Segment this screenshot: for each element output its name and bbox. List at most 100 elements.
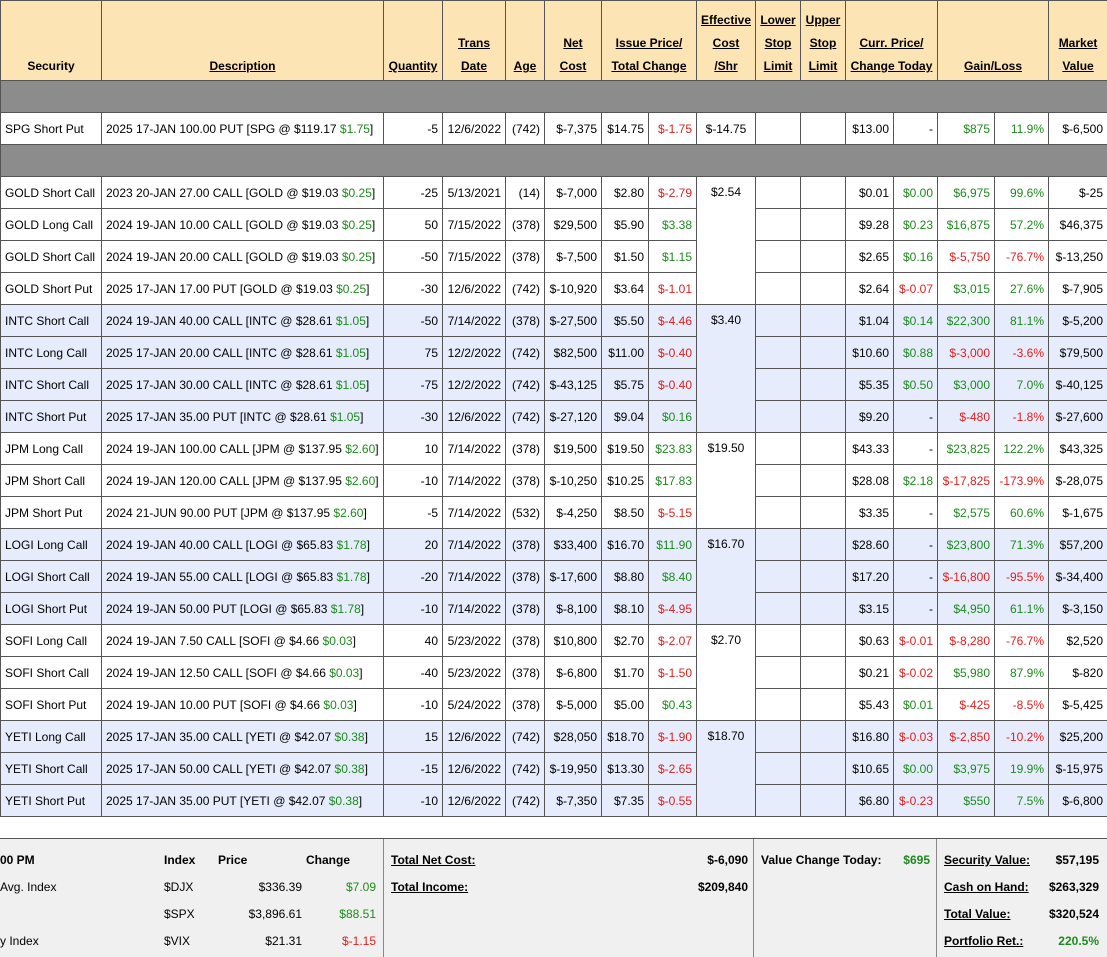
security-cell[interactable]: INTC Short Put [1,401,102,433]
security-cell[interactable]: YETI Short Put [1,785,102,817]
security-cell[interactable]: GOLD Short Put [1,273,102,305]
security-cell[interactable]: GOLD Long Call [1,209,102,241]
upper-stop-cell[interactable] [801,273,846,305]
security-cell[interactable]: SPG Short Put [1,113,102,145]
upper-stop-cell[interactable] [801,657,846,689]
security-cell[interactable]: SOFI Long Call [1,625,102,657]
lower-stop-cell[interactable] [756,433,801,465]
lower-stop-cell[interactable] [756,465,801,497]
upper-stop-cell[interactable] [801,337,846,369]
curr-price-cell: $43.33 [846,433,894,465]
age-cell: (378) [506,433,545,465]
security-cell[interactable]: LOGI Short Put [1,593,102,625]
date-cell: 12/2/2022 [443,337,506,369]
gain-loss-cell: $3,975 [938,753,995,785]
header-quantity[interactable]: Quantity [384,1,443,81]
net-cost-cell: $-27,120 [545,401,602,433]
lower-stop-cell[interactable] [756,177,801,209]
lower-stop-cell[interactable] [756,593,801,625]
change-today-cell: $2.18 [894,465,938,497]
header-age[interactable]: Age [506,1,545,81]
header-issue-price[interactable]: Issue Price/Total Change [602,1,697,81]
lower-stop-cell[interactable] [756,721,801,753]
age-cell: (532) [506,497,545,529]
gain-pct-cell: 7.0% [995,369,1049,401]
upper-stop-cell[interactable] [801,177,846,209]
upper-stop-cell[interactable] [801,369,846,401]
total-net-cost-label[interactable]: Total Net Cost: [391,853,475,867]
security-value-label[interactable]: Security Value: [944,853,1030,867]
upper-stop-cell[interactable] [801,465,846,497]
upper-stop-cell[interactable] [801,561,846,593]
lower-stop-cell[interactable] [756,785,801,817]
security-cell[interactable]: JPM Short Put [1,497,102,529]
security-cell[interactable]: GOLD Short Call [1,241,102,273]
lower-stop-cell[interactable] [756,497,801,529]
lower-stop-cell[interactable] [756,369,801,401]
upper-stop-cell[interactable] [801,753,846,785]
upper-stop-cell[interactable] [801,529,846,561]
security-cell[interactable]: INTC Short Call [1,369,102,401]
cash-on-hand-label[interactable]: Cash on Hand: [944,880,1029,894]
gain-loss-cell: $2,575 [938,497,995,529]
lower-stop-cell[interactable] [756,657,801,689]
upper-stop-cell[interactable] [801,689,846,721]
issue-price-cell: $18.70 [602,721,649,753]
gain-pct-cell: 61.1% [995,593,1049,625]
lower-stop-cell[interactable] [756,209,801,241]
header-curr-price[interactable]: Curr. Price/Change Today [846,1,938,81]
lower-stop-cell[interactable] [756,273,801,305]
lower-stop-cell[interactable] [756,401,801,433]
upper-stop-cell[interactable] [801,113,846,145]
lower-stop-cell[interactable] [756,561,801,593]
security-cell[interactable]: SOFI Short Put [1,689,102,721]
total-income-label[interactable]: Total Income: [391,880,468,894]
upper-stop-cell[interactable] [801,625,846,657]
issue-price-cell: $9.04 [602,401,649,433]
upper-stop-cell[interactable] [801,305,846,337]
lower-stop-cell[interactable] [756,689,801,721]
security-cell[interactable]: JPM Short Call [1,465,102,497]
upper-stop-cell[interactable] [801,593,846,625]
security-cell[interactable]: INTC Long Call [1,337,102,369]
security-cell[interactable]: GOLD Short Call [1,177,102,209]
lower-stop-cell[interactable] [756,529,801,561]
effective-cost-cell: $19.50 [697,433,756,529]
upper-stop-cell[interactable] [801,433,846,465]
security-cell[interactable]: LOGI Long Call [1,529,102,561]
date-cell: 7/14/2022 [443,593,506,625]
lower-stop-cell[interactable] [756,753,801,785]
upper-stop-cell[interactable] [801,209,846,241]
lower-stop-cell[interactable] [756,241,801,273]
header-description[interactable]: Description [102,1,384,81]
security-cell[interactable]: INTC Short Call [1,305,102,337]
upper-stop-cell[interactable] [801,241,846,273]
lower-stop-cell[interactable] [756,305,801,337]
lower-stop-cell[interactable] [756,337,801,369]
portfolio-return-label[interactable]: Portfolio Ret.: [944,934,1023,948]
total-value-label[interactable]: Total Value: [944,907,1010,921]
security-cell[interactable]: YETI Short Call [1,753,102,785]
security-cell[interactable]: SOFI Short Call [1,657,102,689]
upper-stop-cell[interactable] [801,497,846,529]
issue-price-cell: $14.75 [602,113,649,145]
upper-stop-cell[interactable] [801,721,846,753]
security-cell[interactable]: LOGI Short Call [1,561,102,593]
upper-stop-cell[interactable] [801,785,846,817]
header-gain-loss[interactable]: Gain/Loss [938,1,1049,81]
change-header: Change [306,853,350,867]
lower-stop-cell[interactable] [756,625,801,657]
security-cell[interactable]: YETI Long Call [1,721,102,753]
index-label-dow: Avg. Index [0,880,56,894]
upper-stop-cell[interactable] [801,401,846,433]
lower-stop-cell[interactable] [756,113,801,145]
net-cost-cell: $33,400 [545,529,602,561]
security-cell[interactable]: JPM Long Call [1,433,102,465]
curr-price-cell: $3.35 [846,497,894,529]
